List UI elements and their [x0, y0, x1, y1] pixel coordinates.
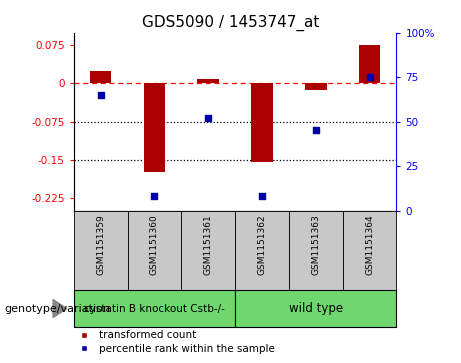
Polygon shape [53, 299, 67, 318]
Bar [343, 211, 396, 290]
Point [312, 128, 319, 134]
Point [366, 74, 373, 80]
Bar [305, 83, 326, 90]
Text: GSM1151361: GSM1151361 [204, 215, 213, 275]
Bar [197, 79, 219, 83]
Text: GSM1151363: GSM1151363 [311, 215, 320, 275]
Text: GDS5090 / 1453747_at: GDS5090 / 1453747_at [142, 15, 319, 31]
Bar [181, 211, 235, 290]
Bar [235, 211, 289, 290]
Bar [359, 45, 380, 83]
Point [97, 92, 104, 98]
Point [151, 193, 158, 199]
Text: GSM1151359: GSM1151359 [96, 215, 105, 275]
Text: GSM1151362: GSM1151362 [258, 215, 266, 275]
Text: genotype/variation: genotype/variation [5, 303, 111, 314]
Bar [74, 290, 235, 327]
Text: GSM1151360: GSM1151360 [150, 215, 159, 275]
Bar [128, 211, 181, 290]
Legend: transformed count, percentile rank within the sample: transformed count, percentile rank withi… [70, 326, 279, 358]
Bar [235, 290, 396, 327]
Bar [74, 211, 128, 290]
Bar [90, 71, 112, 83]
Bar [289, 211, 343, 290]
Text: GSM1151364: GSM1151364 [365, 215, 374, 275]
Point [258, 193, 266, 199]
Text: wild type: wild type [289, 302, 343, 315]
Bar [144, 83, 165, 172]
Bar [251, 83, 273, 162]
Point [205, 115, 212, 121]
Text: cystatin B knockout Cstb-/-: cystatin B knockout Cstb-/- [84, 303, 225, 314]
